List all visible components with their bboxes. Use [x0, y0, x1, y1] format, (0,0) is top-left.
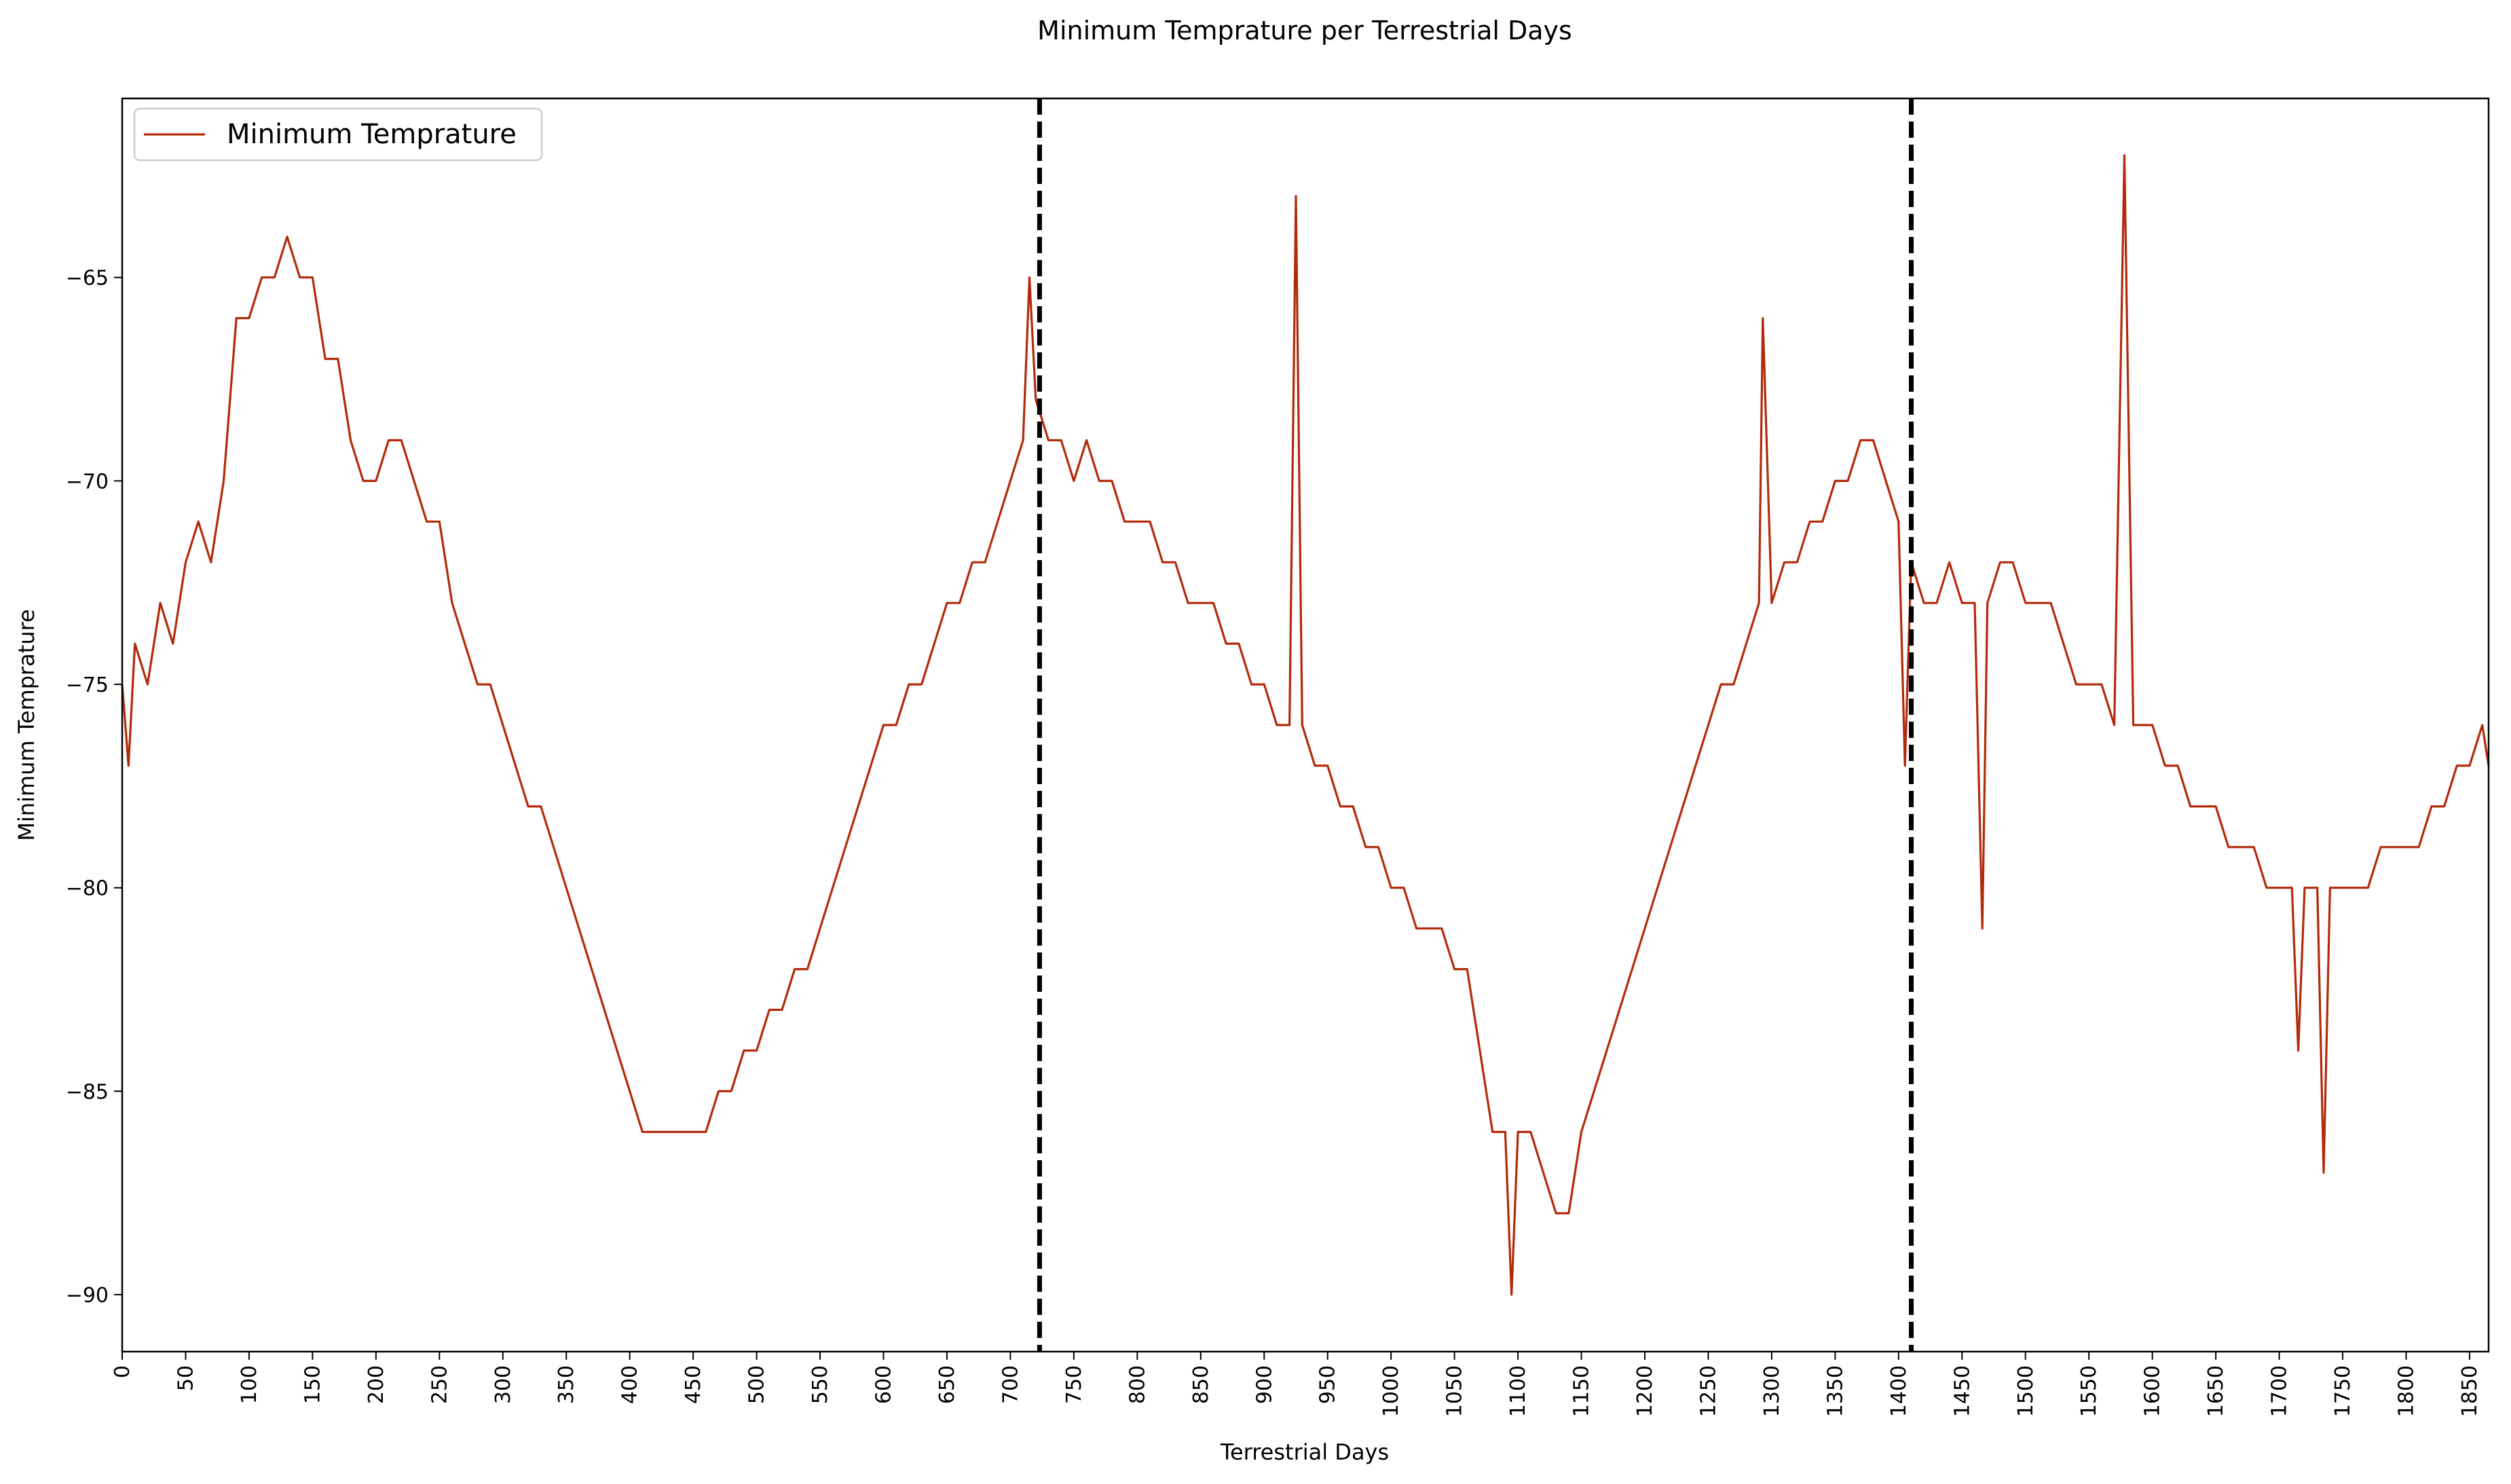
y-tick-label: −80	[66, 877, 109, 901]
vertical-marker-lines	[1037, 98, 1914, 1352]
x-tick-label: 600	[872, 1365, 896, 1404]
x-tick-label: 1750	[2331, 1365, 2355, 1417]
x-tick-label: 1350	[1823, 1365, 1847, 1417]
chart-title: Minimum Temprature per Terrestrial Days	[1037, 16, 1572, 45]
x-tick-label: 900	[1252, 1365, 1276, 1404]
x-tick-label: 1200	[1633, 1365, 1657, 1417]
x-tick-label: 450	[682, 1365, 705, 1404]
x-tick-label: 1550	[2077, 1365, 2101, 1417]
y-tick-label: −85	[66, 1080, 109, 1104]
x-axis: 0 50 100 150 200 250 300 350 400 450 500 550 600 650 7…	[111, 1352, 2482, 1417]
series-line-minimum-temprature	[121, 154, 2490, 1296]
legend-label: Minimum Temprature	[227, 119, 517, 150]
x-tick-label: 50	[174, 1365, 198, 1391]
x-tick-label: 550	[808, 1365, 832, 1404]
x-tick-label: 1100	[1506, 1365, 1530, 1417]
x-tick-label: 350	[555, 1365, 578, 1404]
x-tick-label: 500	[745, 1365, 769, 1404]
x-tick-label: 300	[491, 1365, 515, 1404]
x-tick-label: 1800	[2395, 1365, 2419, 1417]
x-tick-label: 1600	[2141, 1365, 2165, 1417]
x-tick-label: 1400	[1887, 1365, 1911, 1417]
y-tick-label: −75	[66, 673, 109, 697]
x-axis-label: Terrestrial Days	[1220, 1439, 1389, 1465]
x-tick-label: 1650	[2204, 1365, 2228, 1417]
x-tick-label: 0	[111, 1365, 134, 1378]
x-tick-label: 100	[238, 1365, 261, 1404]
x-tick-label: 750	[1062, 1365, 1086, 1404]
x-tick-label: 650	[935, 1365, 959, 1404]
legend-box	[133, 107, 543, 162]
y-axis-label: Minimum Temprature	[14, 609, 39, 840]
y-tick-label: −65	[66, 267, 109, 291]
x-tick-label: 850	[1189, 1365, 1213, 1404]
x-tick-label: 800	[1126, 1365, 1149, 1404]
x-tick-label: 1500	[2014, 1365, 2038, 1417]
x-tick-label: 200	[365, 1365, 388, 1404]
x-tick-label: 1250	[1696, 1365, 1720, 1417]
legend: Minimum Temprature	[133, 107, 543, 162]
x-tick-label: 950	[1316, 1365, 1340, 1404]
y-tick-label: −90	[66, 1284, 109, 1307]
x-tick-label: 1700	[2268, 1365, 2292, 1417]
plot-area	[121, 97, 2490, 1353]
x-tick-label: 400	[618, 1365, 642, 1404]
x-tick-label: 1850	[2458, 1365, 2482, 1417]
x-tick-label: 700	[999, 1365, 1022, 1404]
plot-frame	[121, 97, 2490, 1353]
y-axis: −90 −85 −80 −75 −70 −65	[66, 267, 122, 1307]
x-tick-label: 250	[428, 1365, 451, 1404]
x-tick-label: 1000	[1379, 1365, 1403, 1417]
x-tick-label: 150	[301, 1365, 324, 1404]
x-tick-label: 1050	[1443, 1365, 1467, 1417]
x-tick-label: 1150	[1570, 1365, 1594, 1417]
x-tick-label: 1300	[1760, 1365, 1784, 1417]
y-tick-label: −70	[66, 470, 109, 494]
x-tick-label: 1450	[1950, 1365, 1974, 1417]
